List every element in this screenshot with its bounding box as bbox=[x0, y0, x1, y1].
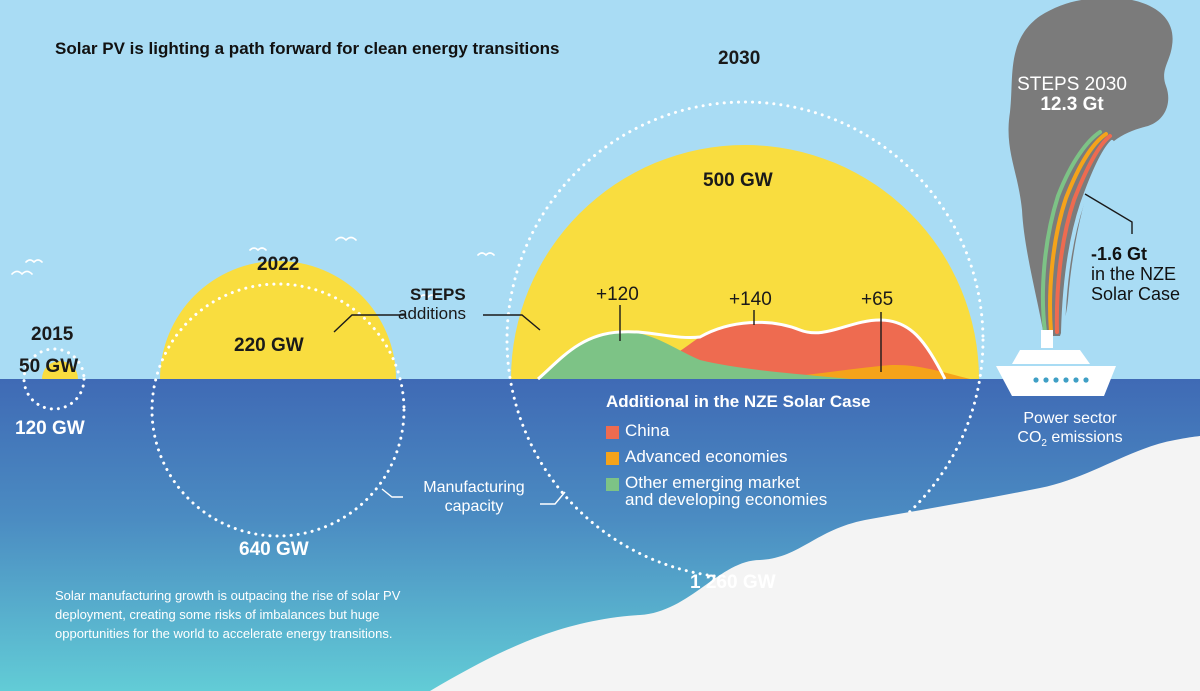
addition-china: +140 bbox=[729, 289, 772, 310]
legend-item-china: China bbox=[606, 422, 669, 442]
hill-emde bbox=[538, 331, 850, 379]
steps-additions-line2: additions bbox=[398, 304, 467, 323]
nze-emissions-reduction: -1.6 Gt in the NZE Solar Case bbox=[1091, 244, 1180, 304]
steps-2030-emissions: STEPS 2030 12.3 Gt bbox=[1008, 75, 1136, 115]
manufacturing-circle-2030 bbox=[505, 100, 985, 580]
addition-emde: +120 bbox=[596, 284, 639, 305]
manufacturing-label-line1: Manufacturing bbox=[423, 479, 525, 496]
legend-label-china: China bbox=[625, 421, 670, 440]
legend-label-emde: Other emerging market and developing eco… bbox=[625, 474, 827, 508]
power-sector-line2: CO2 emissions bbox=[1017, 429, 1123, 450]
steps-2030-label: STEPS 2030 bbox=[1017, 74, 1127, 95]
ship bbox=[996, 330, 1116, 396]
year-2030: 2030 bbox=[718, 48, 761, 69]
manufacturing-2015: 120 GW bbox=[15, 418, 85, 439]
legend-swatch-china bbox=[606, 426, 619, 439]
leader-manufacturing-left bbox=[381, 488, 403, 498]
steps-2030-value: 12.3 Gt bbox=[1040, 94, 1104, 115]
leader-manufacturing-right bbox=[540, 491, 566, 505]
leader-steps-2030 bbox=[483, 314, 541, 331]
legend-item-advanced: Advanced economies bbox=[606, 448, 788, 468]
nze-emissions-line2: Solar Case bbox=[1091, 284, 1181, 304]
addition-advanced: +65 bbox=[861, 289, 894, 310]
smoke-plume bbox=[1008, 0, 1173, 336]
legend-label-advanced: Advanced economies bbox=[625, 447, 788, 466]
hills-outline bbox=[537, 318, 947, 381]
manufacturing-circle-2015 bbox=[22, 347, 86, 411]
nze-emissions-value: -1.6 Gt bbox=[1091, 244, 1148, 264]
land bbox=[430, 436, 1200, 691]
power-sector-line1: Power sector bbox=[1023, 410, 1117, 427]
leader-steps-2022 bbox=[333, 314, 405, 333]
sun-2015 bbox=[42, 361, 78, 379]
legend-title: Additional in the NZE Solar Case bbox=[606, 392, 871, 411]
legend-label-emde-line2: and developing economies bbox=[625, 490, 828, 509]
legend-item-emde: Other emerging market and developing eco… bbox=[606, 474, 827, 514]
sun-2030 bbox=[511, 145, 979, 379]
manufacturing-circle-2022 bbox=[150, 282, 406, 538]
power-sector-label: Power sector CO2 emissions bbox=[996, 409, 1144, 453]
legend-swatch-advanced bbox=[606, 452, 619, 465]
deployment-2015: 50 GW bbox=[19, 356, 79, 377]
year-2015: 2015 bbox=[31, 324, 74, 345]
nze-emissions-line1: in the NZE bbox=[1091, 264, 1177, 284]
manufacturing-capacity-label: Manufacturing capacity bbox=[403, 478, 545, 516]
manufacturing-2030: 1 260 GW bbox=[690, 572, 776, 593]
page-title: Solar PV is lighting a path forward for … bbox=[55, 39, 560, 58]
legend-swatch-emde bbox=[606, 478, 619, 491]
leader-nze-emissions bbox=[1084, 193, 1133, 234]
legend-label-emde-line1: Other emerging market bbox=[625, 473, 800, 492]
manufacturing-label-line2: capacity bbox=[444, 498, 504, 515]
emissions-text: emissions bbox=[1046, 429, 1123, 446]
deployment-2030: 500 GW bbox=[703, 170, 773, 191]
steps-additions-line1: STEPS bbox=[410, 285, 466, 304]
deployment-2022: 220 GW bbox=[234, 335, 304, 356]
manufacturing-2022: 640 GW bbox=[239, 539, 309, 560]
sun-2022 bbox=[160, 261, 396, 379]
co2-text: CO bbox=[1017, 429, 1042, 446]
year-2022: 2022 bbox=[257, 254, 300, 275]
co2-subscript: 2 bbox=[1041, 438, 1047, 450]
footnote: Solar manufacturing growth is outpacing … bbox=[55, 588, 401, 641]
emission-reduction-trail bbox=[1040, 130, 1114, 334]
